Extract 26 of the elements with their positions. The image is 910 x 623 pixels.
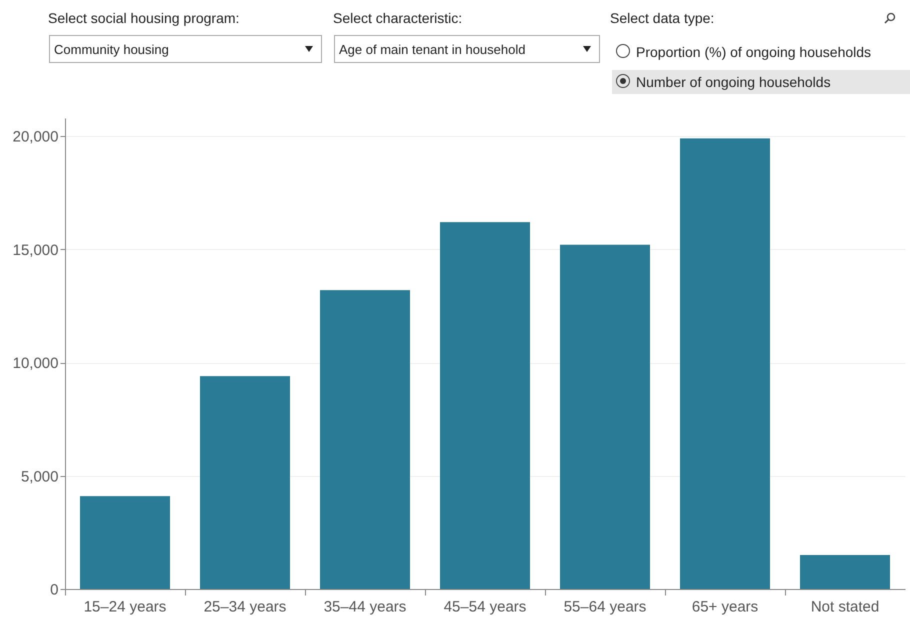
bar	[200, 376, 290, 589]
y-tick-label: 20,000	[12, 128, 58, 146]
x-tick-label: 15–24 years	[84, 598, 166, 616]
x-tick-label: 25–34 years	[204, 598, 286, 616]
text: Community housing	[49, 35, 322, 63]
bar	[680, 138, 770, 589]
bar	[80, 496, 170, 589]
text: Number of ongoing households	[612, 70, 910, 94]
x-tick-label: 55–64 years	[564, 598, 646, 616]
bar	[800, 555, 890, 589]
text: Age of main tenant in household	[334, 35, 600, 63]
x-tick-label: 45–54 years	[444, 598, 526, 616]
x-tick-label: Not stated	[810, 598, 880, 616]
y-tick-label: 15,000	[12, 242, 58, 259]
y-tick-label: 5,000	[20, 468, 58, 486]
y-tick-label: 10,000	[12, 355, 58, 372]
text: Select data type:	[610, 10, 714, 26]
x-tick-label: 65+ years	[692, 598, 758, 616]
text: Proportion (%) of ongoing households	[635, 43, 872, 62]
bar	[440, 222, 530, 589]
text: Select social housing program:	[48, 10, 240, 26]
y-tick-label: 0	[50, 582, 58, 598]
bar	[320, 290, 410, 589]
text: Select characteristic:	[333, 10, 462, 26]
bar	[560, 244, 650, 589]
x-tick-label: 35–44 years	[324, 598, 406, 616]
